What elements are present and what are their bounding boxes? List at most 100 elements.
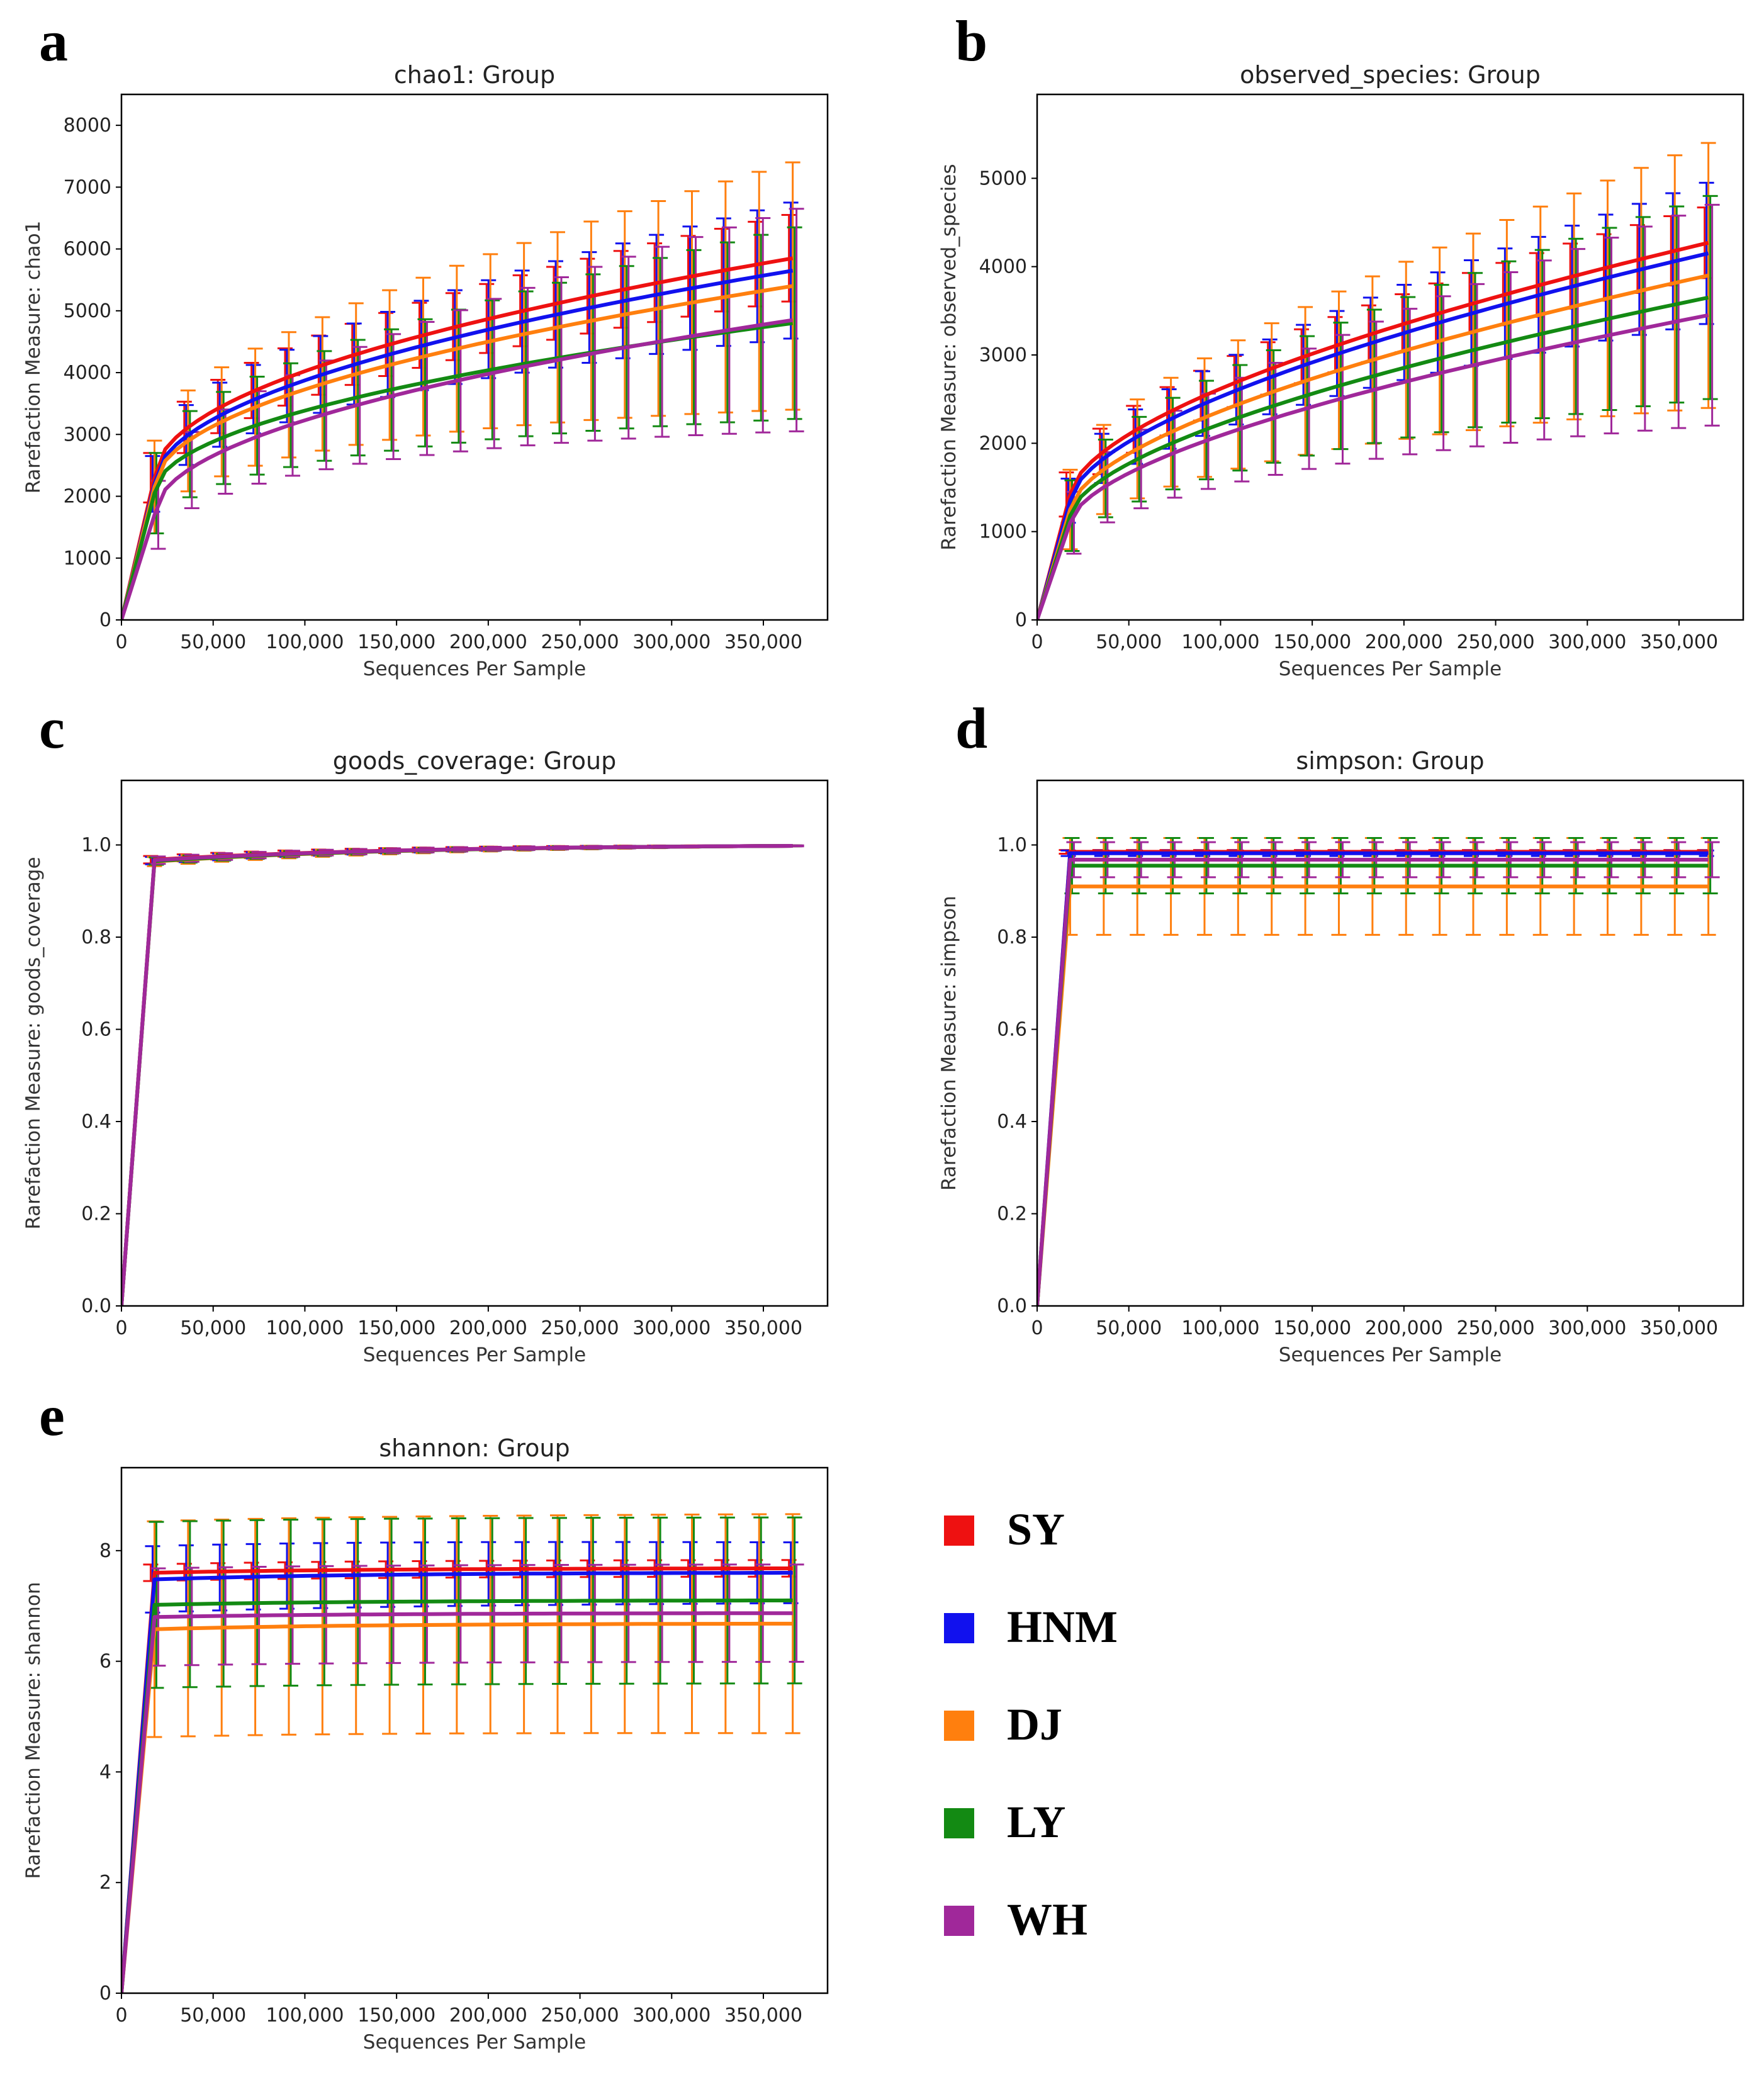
plot-frame [120, 93, 829, 621]
plot-frame [1036, 779, 1744, 1307]
y-tick-label: 3000 [979, 344, 1027, 366]
series-line-WH [121, 1611, 793, 1993]
y-tick-label: 1.0 [997, 835, 1027, 857]
x-tick-label: 50,000 [1096, 631, 1162, 653]
series-line-DJ [1037, 273, 1709, 620]
chart-title: shannon: Group [379, 1434, 570, 1462]
y-tick-label: 8000 [64, 115, 111, 137]
legend-swatch-WH [944, 1906, 974, 1936]
y-tick-label: 6 [99, 1651, 111, 1673]
y-tick-label: 4000 [64, 362, 111, 384]
chart-title: simpson: Group [1296, 747, 1484, 775]
y-tick-label: 0.8 [997, 926, 1027, 948]
x-tick-label: 50,000 [180, 1317, 246, 1339]
y-tick-label: 5000 [64, 300, 111, 322]
x-tick-label: 150,000 [1273, 631, 1351, 653]
panel-letter-a: a [39, 9, 68, 73]
x-axis-label: Sequences Per Sample [363, 2031, 586, 2054]
x-tick-label: 350,000 [1640, 1317, 1718, 1339]
plot-area [121, 1513, 804, 1993]
x-tick-label: 50,000 [1096, 1317, 1162, 1339]
y-tick-label: 0.6 [997, 1019, 1027, 1041]
chart-title: goods_coverage: Group [333, 747, 617, 775]
series-line-LY [1037, 295, 1709, 620]
x-tick-label: 0 [1031, 1317, 1043, 1339]
y-tick-label: 0.2 [997, 1203, 1027, 1225]
x-tick-label: 50,000 [180, 2005, 246, 2027]
error-bars-WH [1066, 841, 1720, 879]
y-tick-label: 5000 [979, 167, 1027, 189]
panel-letter-c: c [39, 696, 65, 760]
plot-frame [1036, 93, 1744, 621]
plot-area [121, 844, 804, 1306]
x-tick-label: 150,000 [357, 631, 435, 653]
x-tick-label: 350,000 [724, 1317, 802, 1339]
x-tick-label: 250,000 [541, 2005, 619, 2027]
y-tick-label: 0 [99, 1982, 111, 2005]
series-line-HNM [1037, 251, 1709, 620]
x-tick-label: 250,000 [541, 1317, 619, 1339]
x-tick-label: 250,000 [541, 631, 619, 653]
x-tick-label: 350,000 [1640, 631, 1718, 653]
x-tick-label: 200,000 [1365, 1317, 1443, 1339]
chart-panel-a: a chao1: Group 0 50,000 100,000 150,000 200,00… [22, 9, 829, 680]
x-tick-label: 250,000 [1457, 1317, 1535, 1339]
y-tick-label: 0.0 [81, 1295, 111, 1317]
y-tick-label: 4000 [979, 256, 1027, 278]
chart-title: chao1: Group [394, 61, 555, 89]
legend-swatch-HNM [944, 1613, 974, 1643]
series-line-HNM [1037, 851, 1709, 1306]
legend-swatch-SY [944, 1515, 974, 1546]
y-tick-label: 0.2 [81, 1203, 111, 1225]
series-line-WH [1037, 858, 1709, 1306]
series-line-HNM [121, 269, 794, 620]
x-tick-label: 350,000 [724, 631, 802, 653]
x-tick-label: 200,000 [449, 631, 527, 653]
legend-swatch-DJ [944, 1711, 974, 1741]
legend-label-DJ: DJ [1007, 1699, 1062, 1750]
y-axis-label: Rarefaction Measure: observed_species [938, 164, 960, 550]
x-tick-label: 200,000 [449, 2005, 527, 2027]
x-tick-label: 300,000 [1548, 1317, 1626, 1339]
x-tick-label: 100,000 [266, 631, 344, 653]
y-tick-label: 7000 [64, 176, 111, 198]
y-tick-label: 0.4 [997, 1111, 1027, 1133]
legend-label-WH: WH [1007, 1894, 1087, 1945]
y-tick-label: 1.0 [81, 835, 111, 857]
y-tick-label: 0.6 [81, 1019, 111, 1041]
x-tick-label: 100,000 [266, 1317, 344, 1339]
panel-letter-d: d [955, 696, 987, 760]
chart-panel-e: e shannon: Group 0 50,000 100,000 150,000 200,… [22, 1383, 829, 2054]
legend-label-HNM: HNM [1007, 1602, 1118, 1652]
series-line-LY [1037, 863, 1709, 1306]
y-tick-label: 0.4 [81, 1111, 111, 1133]
x-tick-label: 300,000 [632, 1317, 711, 1339]
x-tick-label: 200,000 [449, 1317, 527, 1339]
x-tick-label: 0 [115, 1317, 127, 1339]
x-tick-label: 0 [1031, 631, 1043, 653]
y-axis-label: Rarefaction Measure: simpson [938, 896, 960, 1191]
panel-letter-e: e [39, 1383, 65, 1448]
y-tick-label: 0.0 [997, 1295, 1027, 1317]
series-line-SY [121, 1566, 793, 1993]
legend-label-SY: SY [1007, 1504, 1065, 1555]
legend: SY HNM DJ LY WH [944, 1504, 1118, 1945]
y-tick-label: 0 [99, 609, 111, 631]
y-tick-label: 8 [99, 1540, 111, 1562]
x-axis-label: Sequences Per Sample [1279, 1344, 1502, 1366]
x-tick-label: 100,000 [1181, 1317, 1259, 1339]
chart-panel-b: b observed_species: Group 0 50,000 100,000 15… [938, 9, 1744, 680]
series-line-WH [121, 844, 793, 1306]
series-line-SY [1037, 240, 1709, 620]
panel-letter-b: b [955, 9, 987, 73]
y-tick-label: 2 [99, 1872, 111, 1894]
plot-area [1037, 837, 1720, 1306]
y-tick-label: 4 [99, 1761, 111, 1783]
plot-area [1037, 142, 1720, 620]
y-tick-label: 2000 [979, 432, 1027, 454]
x-tick-label: 200,000 [1365, 631, 1443, 653]
x-tick-label: 100,000 [1181, 631, 1259, 653]
x-tick-label: 250,000 [1457, 631, 1535, 653]
plot-area [121, 161, 804, 620]
x-tick-label: 0 [115, 631, 127, 653]
